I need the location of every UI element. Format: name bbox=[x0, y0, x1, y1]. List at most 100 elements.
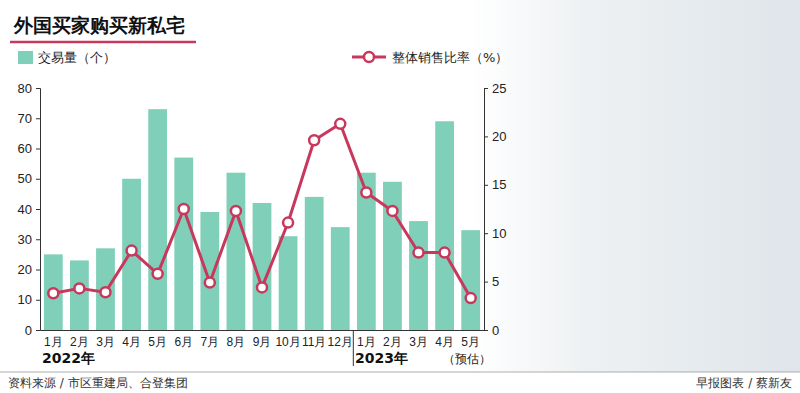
group-label: 2023年 bbox=[355, 350, 408, 366]
tick-label: 30 bbox=[18, 232, 32, 247]
tick-mark bbox=[484, 185, 488, 186]
source: 资料来源 / 市区重建局、合登集团 bbox=[8, 376, 188, 390]
tick-label: 3月 bbox=[409, 335, 428, 349]
y2-axis: 0510152025 bbox=[484, 81, 506, 338]
bar bbox=[305, 197, 324, 330]
tick-label: 10 bbox=[492, 226, 506, 241]
tick: 70 bbox=[18, 111, 40, 126]
tick-mark bbox=[484, 330, 488, 331]
tick-label: 4月 bbox=[122, 335, 141, 349]
marker bbox=[466, 293, 476, 303]
marker bbox=[74, 283, 84, 293]
tick-label: 80 bbox=[18, 81, 32, 96]
tick: 9月 bbox=[253, 330, 272, 349]
tick: 3月 bbox=[96, 330, 115, 349]
bar bbox=[279, 236, 298, 330]
footer-rule bbox=[0, 372, 800, 373]
tick-mark bbox=[36, 149, 40, 150]
marker bbox=[309, 135, 319, 145]
tick: 80 bbox=[18, 81, 40, 96]
legend-label: 交易量（个） bbox=[38, 50, 116, 65]
marker bbox=[153, 269, 163, 279]
marker bbox=[257, 282, 267, 292]
tick-label: 6月 bbox=[174, 335, 193, 349]
bar bbox=[200, 212, 219, 330]
tick-label: 3月 bbox=[96, 335, 115, 349]
legend-marker bbox=[364, 52, 374, 62]
title-underline bbox=[10, 41, 196, 44]
marker bbox=[127, 246, 137, 256]
tick-label: 10 bbox=[18, 292, 32, 307]
bar bbox=[409, 221, 428, 330]
tick: 7月 bbox=[200, 330, 219, 349]
y-axis: 01020304050607080 bbox=[18, 81, 41, 338]
marker bbox=[48, 288, 58, 298]
marker bbox=[205, 278, 215, 288]
tick: 0 bbox=[484, 323, 499, 338]
tick: 50 bbox=[18, 171, 40, 186]
x-axis: 1月2月3月4月5月6月7月8月9月10月11月12月1月2月3月4月5月 bbox=[41, 330, 485, 349]
tick-label: 2月 bbox=[383, 335, 402, 349]
markers bbox=[48, 119, 475, 303]
tick-mark bbox=[484, 136, 488, 137]
credit: 早报图表 / 蔡新友 bbox=[696, 376, 792, 390]
tick: 8月 bbox=[227, 330, 246, 349]
tick-label: 8月 bbox=[227, 335, 246, 349]
tick: 5 bbox=[484, 274, 499, 289]
axis-line bbox=[36, 89, 41, 331]
tick-mark bbox=[484, 88, 488, 89]
tick-mark bbox=[36, 88, 40, 89]
marker bbox=[100, 287, 110, 297]
tick-mark bbox=[36, 179, 40, 180]
tick-mark bbox=[36, 239, 40, 240]
tick-label: 11月 bbox=[302, 335, 326, 349]
tick-label: 0 bbox=[492, 323, 499, 338]
axis-line bbox=[485, 89, 489, 331]
tick-label: 20 bbox=[492, 129, 506, 144]
bar bbox=[383, 182, 402, 330]
tick: 2月 bbox=[70, 330, 89, 349]
bar bbox=[70, 260, 89, 330]
axis-line bbox=[41, 330, 485, 331]
tick: 20 bbox=[18, 262, 40, 277]
tick-mark bbox=[36, 300, 40, 301]
tick: 1月 bbox=[44, 330, 63, 349]
tick: 0 bbox=[25, 323, 40, 338]
line bbox=[53, 124, 470, 298]
bar bbox=[227, 173, 246, 330]
tick-label: 15 bbox=[492, 177, 506, 192]
marker bbox=[361, 188, 371, 198]
legend-swatch bbox=[18, 51, 33, 64]
tick-label: 20 bbox=[18, 262, 32, 277]
tick: 10 bbox=[18, 292, 40, 307]
bar bbox=[461, 230, 480, 330]
bar bbox=[148, 109, 167, 330]
tick: 1月 bbox=[357, 330, 376, 349]
tick-mark bbox=[484, 233, 488, 234]
chart: 外国买家购买新私宅0102030405060708005101520251月2月… bbox=[0, 0, 800, 393]
bar bbox=[331, 227, 350, 330]
bar bbox=[122, 179, 141, 330]
legend-item: 整体销售比率（%） bbox=[352, 50, 508, 65]
tick: 4月 bbox=[435, 330, 454, 349]
marker bbox=[440, 248, 450, 258]
bar bbox=[96, 248, 115, 330]
title: 外国买家购买新私宅 bbox=[13, 14, 185, 36]
marker bbox=[414, 248, 424, 258]
bar bbox=[174, 158, 193, 330]
tick-label: 10月 bbox=[275, 335, 300, 349]
tick-label: 12月 bbox=[328, 335, 353, 349]
tick-label: 40 bbox=[18, 202, 32, 217]
tick-label: 4月 bbox=[435, 335, 454, 349]
tick-label: 9月 bbox=[253, 335, 272, 349]
tick-mark bbox=[36, 330, 40, 331]
tick-label: 70 bbox=[18, 111, 32, 126]
tick-label: 1月 bbox=[44, 335, 63, 349]
tick-label: 5月 bbox=[148, 335, 167, 349]
tick-label: 2月 bbox=[70, 335, 89, 349]
tick: 4月 bbox=[122, 330, 141, 349]
tick: 3月 bbox=[409, 330, 428, 349]
marker bbox=[387, 206, 397, 216]
tick-mark bbox=[484, 282, 488, 283]
tick: 10月 bbox=[275, 330, 300, 349]
